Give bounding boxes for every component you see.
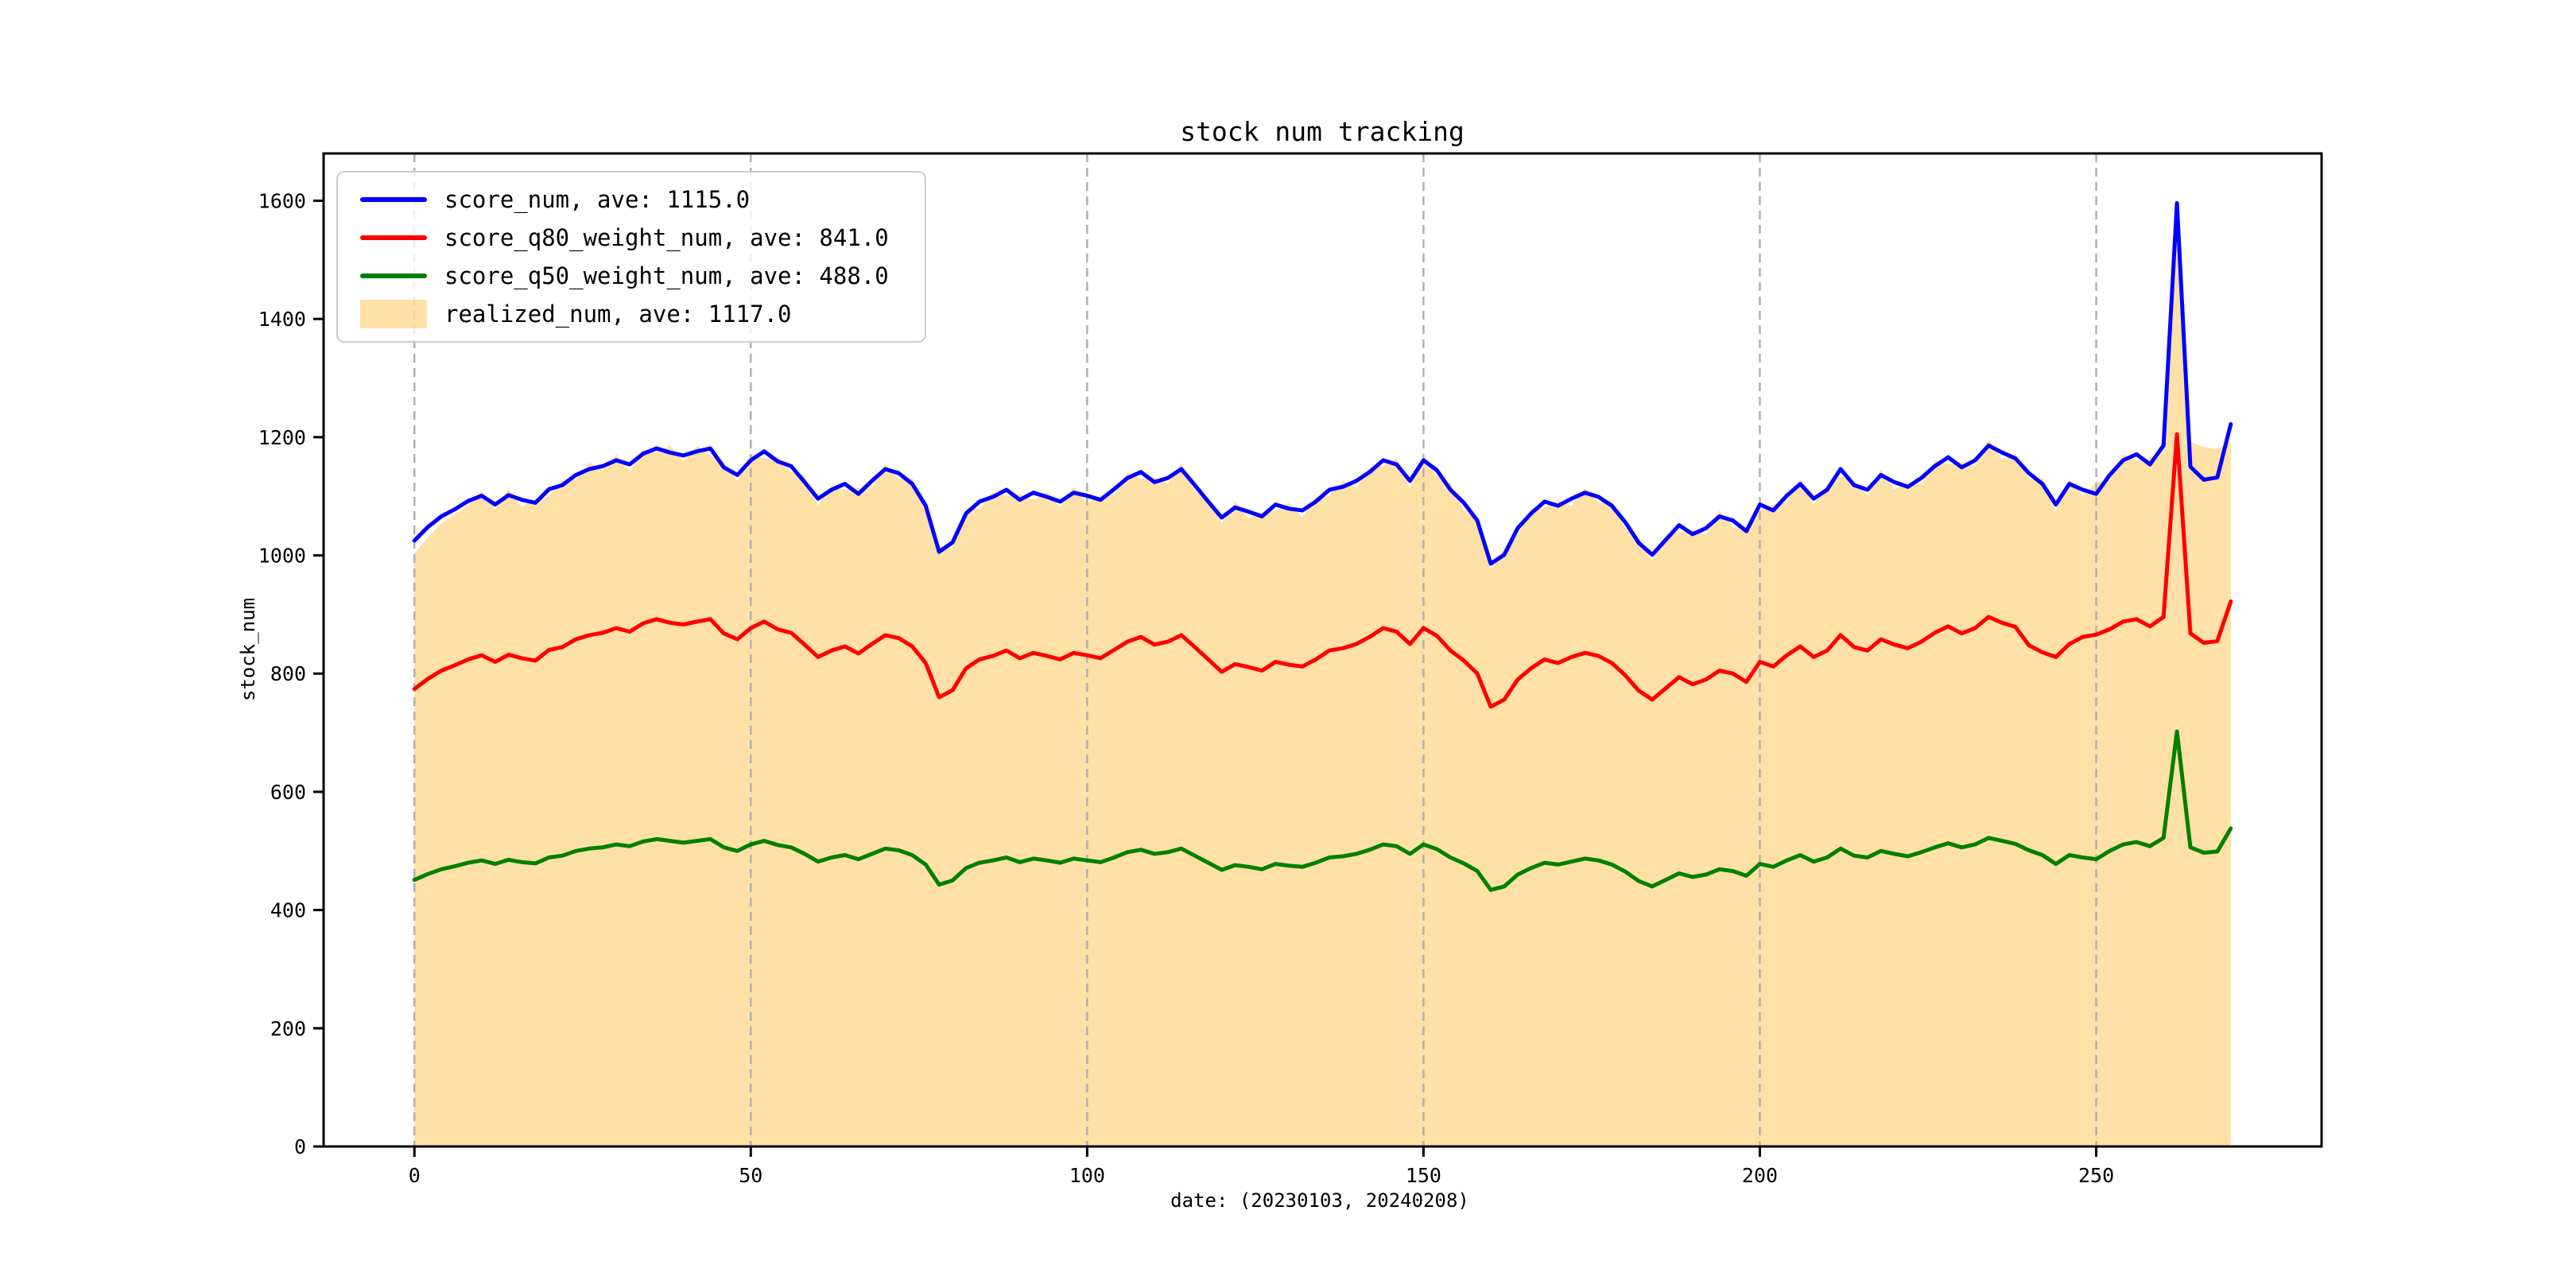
y-tick-label-400: 400 [270, 899, 306, 922]
x-tick-label-50: 50 [739, 1164, 762, 1187]
series-line-score_q50_weight_num [412, 729, 2233, 892]
y-tick-label-1600: 1600 [258, 189, 306, 212]
legend-item-realized_num: realized_num, ave: 1117.0 [343, 295, 920, 333]
y-tick-label-1000: 1000 [258, 545, 306, 568]
y-axis-label: stock_num [237, 597, 259, 702]
legend-line-swatch-green [360, 274, 427, 278]
y-tick-label-600: 600 [270, 781, 306, 804]
legend-label: score_num, ave: 1115.0 [444, 186, 751, 213]
legend-label: score_q50_weight_num, ave: 488.0 [444, 262, 889, 289]
legend-line-swatch-blue [360, 197, 427, 202]
legend-label: score_q80_weight_num, ave: 841.0 [444, 224, 889, 251]
x-tick-label-100: 100 [1069, 1164, 1105, 1187]
series-line-score_q80_weight_num [412, 432, 2233, 709]
legend-line-swatch-red [360, 235, 427, 240]
legend-label: realized_num, ave: 1117.0 [444, 301, 792, 328]
y-tick-label-0: 0 [294, 1135, 306, 1158]
x-tick-label-0: 0 [409, 1164, 421, 1187]
x-tick-label-200: 200 [1742, 1164, 1778, 1187]
legend-patch-swatch-orange [360, 300, 427, 328]
legend-item-score_q80_weight_num: score_q80_weight_num, ave: 841.0 [343, 219, 920, 257]
axes-border [322, 152, 2323, 1148]
series-line-score_num [412, 201, 2233, 566]
y-tick-label-1400: 1400 [258, 308, 306, 331]
x-tick-label-150: 150 [1406, 1164, 1441, 1187]
x-axis-label: date: (20230103, 20240208) [1170, 1189, 1469, 1212]
y-tick-label-200: 200 [270, 1017, 306, 1040]
legend-item-score_num: score_num, ave: 1115.0 [343, 180, 920, 219]
y-tick-label-1200: 1200 [258, 426, 306, 449]
legend-item-score_q50_weight_num: score_q50_weight_num, ave: 488.0 [343, 257, 920, 295]
chart-title: stock num tracking [1180, 116, 1465, 147]
area-realized_num [414, 213, 2231, 1146]
legend-box: score_num, ave: 1115.0 score_q80_weight_… [336, 171, 926, 343]
x-tick-label-250: 250 [2078, 1164, 2114, 1187]
y-tick-label-800: 800 [270, 662, 306, 685]
